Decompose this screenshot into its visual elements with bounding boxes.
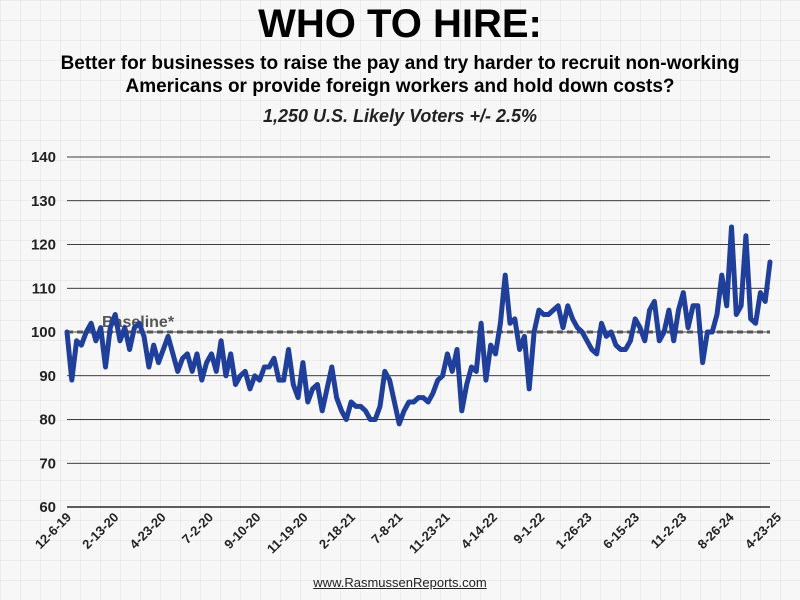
source-link[interactable]: www.RasmussenReports.com: [313, 575, 487, 590]
y-tick-label: 70: [39, 455, 56, 472]
grid-layer: 60 70 80 90 100 110 120 130 140: [31, 149, 770, 516]
x-axis-ticks: 12-6-19 2-13-20 4-23-20 7-2-20 9-10-20 11-19-…: [32, 509, 784, 556]
x-tick-label: 4-14-22: [458, 510, 500, 552]
y-tick-label: 130: [31, 193, 56, 210]
y-tick-label: 80: [39, 412, 56, 429]
x-tick-label: 6-15-23: [600, 510, 642, 552]
x-tick-label: 9-1-22: [510, 510, 547, 547]
series-line: [64, 224, 773, 427]
x-tick-label: 2-18-21: [316, 510, 358, 552]
x-tick-label: 11-23-21: [406, 510, 453, 557]
y-tick-label: 140: [31, 149, 56, 166]
x-tick-label: 4-23-25: [742, 510, 784, 552]
x-tick-label: 8-26-24: [694, 509, 737, 552]
x-tick-label: 11-2-23: [648, 510, 690, 552]
chart-subtitle: Better for businesses to raise the pay a…: [60, 53, 740, 97]
x-tick-label: 2-13-20: [79, 510, 121, 552]
sample-info: 1,250 U.S. Likely Voters +/- 2.5%: [263, 106, 537, 126]
y-tick-label: 90: [39, 368, 56, 385]
x-tick-label: 4-23-20: [126, 510, 168, 552]
y-tick-label: 100: [31, 324, 56, 341]
x-tick-label: 7-2-20: [179, 510, 216, 547]
y-tick-label: 120: [31, 237, 56, 254]
chart-title: WHO TO HIRE:: [258, 2, 542, 46]
y-tick-label: 60: [39, 499, 56, 516]
x-tick-label: 9-10-20: [221, 510, 263, 552]
x-tick-label: 11-19-20: [264, 510, 311, 557]
x-tick-label: 1-26-23: [552, 510, 594, 552]
series-layer: [64, 224, 773, 427]
y-tick-label: 110: [32, 280, 56, 297]
x-tick-label: 7-8-21: [368, 510, 405, 547]
